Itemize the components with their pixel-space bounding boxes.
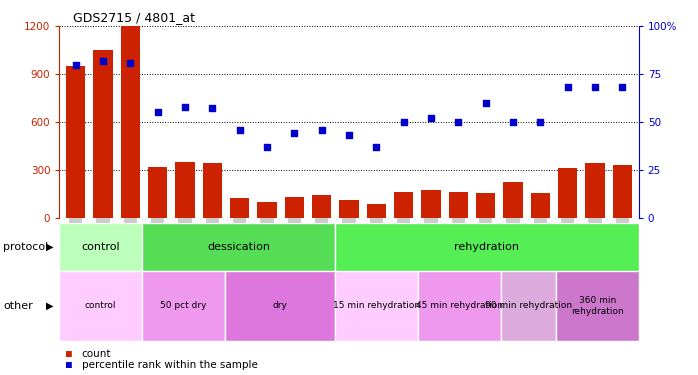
Text: protocol: protocol (3, 242, 49, 252)
Bar (148, 166, 168, 218)
Text: ▶: ▶ (46, 301, 54, 311)
Bar (503, 183, 523, 218)
Bar (394, 192, 413, 217)
Text: ■: ■ (66, 350, 78, 359)
Bar (418, 271, 500, 341)
Point (262, 144, 273, 150)
Point (343, 132, 355, 138)
Point (398, 119, 409, 125)
Bar (175, 162, 195, 218)
Bar (613, 165, 632, 218)
Text: 45 min rehydration: 45 min rehydration (416, 302, 503, 310)
Point (480, 100, 491, 106)
Point (152, 110, 163, 116)
Bar (335, 271, 418, 341)
Text: count: count (82, 350, 111, 359)
Bar (142, 223, 335, 271)
Point (535, 119, 546, 125)
Text: dessication: dessication (207, 242, 270, 252)
Bar (285, 197, 304, 217)
Text: percentile rank within the sample: percentile rank within the sample (82, 360, 258, 370)
Point (562, 84, 573, 90)
Point (289, 130, 300, 136)
Bar (230, 198, 249, 217)
Bar (59, 223, 142, 271)
Text: 360 min
rehydration: 360 min rehydration (571, 296, 624, 316)
Text: 15 min rehydration: 15 min rehydration (333, 302, 420, 310)
Text: dry: dry (273, 302, 288, 310)
Bar (225, 271, 335, 341)
Bar (422, 190, 440, 217)
Bar (586, 164, 604, 218)
Text: GDS2715 / 4801_at: GDS2715 / 4801_at (73, 11, 195, 24)
Bar (449, 192, 468, 217)
Bar (476, 193, 495, 217)
Bar (94, 50, 112, 217)
Bar (66, 66, 85, 218)
Point (234, 126, 245, 132)
Bar (121, 26, 140, 218)
Point (179, 104, 191, 110)
Point (589, 84, 600, 90)
Bar (312, 195, 332, 217)
Text: 50 pct dry: 50 pct dry (161, 302, 207, 310)
Bar (59, 271, 142, 341)
Bar (366, 204, 386, 218)
Point (425, 115, 436, 121)
Point (70, 62, 81, 68)
Point (453, 119, 464, 125)
Text: ▶: ▶ (46, 242, 54, 252)
Point (617, 84, 628, 90)
Text: ■: ■ (66, 360, 78, 370)
Bar (556, 271, 639, 341)
Point (207, 105, 218, 111)
Bar (558, 168, 577, 217)
Point (98, 58, 109, 64)
Bar (203, 164, 222, 218)
Text: rehydration: rehydration (454, 242, 519, 252)
Point (507, 119, 519, 125)
Text: control: control (85, 302, 117, 310)
Text: other: other (3, 301, 34, 311)
Bar (339, 200, 359, 217)
Bar (530, 193, 550, 217)
Point (371, 144, 382, 150)
Bar (335, 223, 639, 271)
Point (125, 60, 136, 66)
Text: control: control (82, 242, 120, 252)
Bar (258, 202, 276, 217)
Bar (500, 271, 556, 341)
Point (316, 126, 327, 132)
Text: 90 min rehydration: 90 min rehydration (484, 302, 572, 310)
Bar (142, 271, 225, 341)
